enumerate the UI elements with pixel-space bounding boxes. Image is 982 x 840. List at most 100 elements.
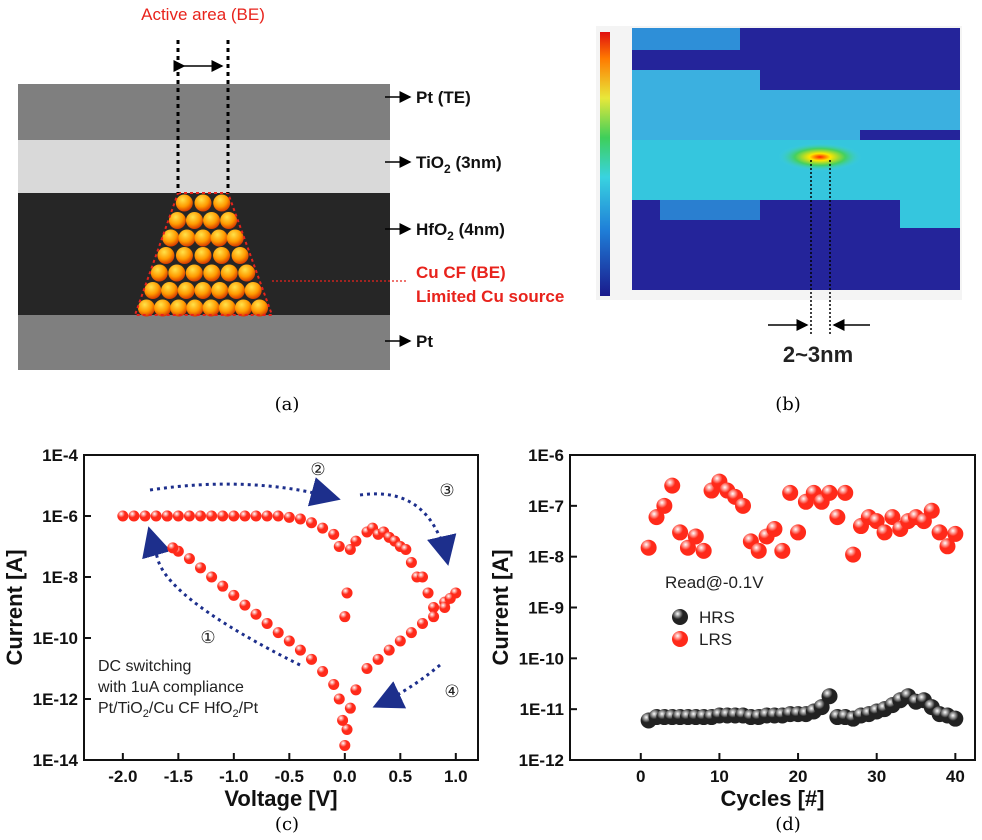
- data-point: [350, 684, 362, 696]
- data-point: [306, 653, 318, 665]
- data-point: [656, 497, 673, 514]
- data-point: [821, 484, 838, 501]
- data-point: [884, 509, 901, 526]
- text: Pt: [416, 332, 433, 351]
- active-area-label: Active area (BE): [141, 5, 265, 24]
- heatmap-band: [632, 28, 740, 50]
- text: (3nm): [451, 153, 502, 172]
- x-tick-label: 30: [867, 767, 886, 786]
- caption: (b): [775, 394, 801, 415]
- data-point: [845, 546, 862, 563]
- cu-atom: [194, 229, 212, 247]
- data-point: [195, 510, 207, 522]
- text: TiO: [416, 153, 444, 172]
- data-point: [695, 542, 712, 559]
- cu-atom: [213, 194, 231, 212]
- data-point: [372, 653, 384, 665]
- cu-atom: [186, 299, 204, 317]
- y-tick-label: 1E-12: [519, 751, 564, 770]
- y-tick-label: 1E-10: [519, 649, 564, 668]
- charts: 1E-14 1E-12 1E-10 1E-8 1E-6 1E-4 -2.0 -1.5 -1.0 -…: [2, 446, 976, 811]
- y-tick-label: 1E-12: [33, 690, 78, 709]
- hotspot: [778, 143, 862, 171]
- data-point: [876, 524, 893, 541]
- cu-atom: [203, 212, 221, 229]
- panel-b: 2~3nm: [596, 26, 962, 367]
- data-point: [317, 665, 329, 677]
- cu-atom: [213, 247, 231, 264]
- legend-marker: [672, 631, 688, 647]
- data-point: [183, 510, 195, 522]
- cu-atom: [175, 194, 193, 212]
- y-tick-label: 1E-6: [528, 446, 564, 465]
- data-point: [782, 484, 799, 501]
- cu-atom: [211, 282, 229, 299]
- cu-atom: [162, 229, 180, 247]
- cu-atom: [226, 229, 244, 247]
- cu-atom: [178, 229, 196, 247]
- filament-label: Limited Cu source: [416, 287, 564, 306]
- data-point: [350, 535, 362, 547]
- data-point: [161, 510, 173, 522]
- data-point: [679, 539, 696, 556]
- data-point: [317, 522, 329, 534]
- x-tick-label: 40: [946, 767, 965, 786]
- panel-a: Active area (BE) Pt (TE) TiO2 (3nm) HfO2…: [18, 5, 564, 370]
- cu-atom: [137, 299, 155, 317]
- data-point: [837, 484, 854, 501]
- colorbar: [600, 32, 610, 296]
- cu-atom: [220, 212, 238, 229]
- data-point: [341, 587, 353, 599]
- y-axis-title: Current [A]: [488, 549, 513, 665]
- data-point: [250, 510, 262, 522]
- cu-atom: [202, 299, 220, 317]
- data-point: [383, 644, 395, 656]
- cu-atom: [161, 282, 179, 299]
- data-point: [400, 543, 412, 555]
- data-point: [139, 510, 151, 522]
- data-point: [444, 592, 456, 604]
- x-tick-label: 1.0: [444, 767, 468, 786]
- y-axis-title: Current [A]: [2, 549, 27, 665]
- cu-atom: [177, 282, 195, 299]
- note-line: DC switching: [98, 658, 191, 675]
- y-tick-label: 1E-14: [33, 751, 79, 770]
- x-tick-label: 10: [710, 767, 729, 786]
- cu-atom: [168, 264, 186, 282]
- layer-tio2: [18, 140, 390, 193]
- sweep-arrow: [149, 477, 341, 507]
- cu-atom: [238, 264, 256, 282]
- cu-atom: [194, 282, 212, 299]
- x-axis-title: Cycles [#]: [721, 786, 825, 811]
- data-point: [735, 497, 752, 514]
- data-point: [339, 739, 351, 751]
- data-point: [939, 538, 956, 555]
- annotation: ①: [200, 628, 215, 648]
- heatmap-band: [632, 140, 960, 228]
- sweep-arrow: [359, 492, 457, 566]
- layer-pt: [18, 315, 390, 370]
- x-tick-label: 0.0: [333, 767, 357, 786]
- caption: (c): [275, 814, 299, 835]
- text: /Pt: [239, 700, 259, 717]
- layer-label: Pt: [416, 332, 433, 351]
- data-point: [333, 541, 345, 552]
- cu-atom: [154, 299, 172, 317]
- data-point: [217, 580, 229, 592]
- y-tick-label: 1E-9: [528, 599, 564, 618]
- x-tick-label: 0: [636, 767, 645, 786]
- data-point: [328, 528, 340, 540]
- sweep-arrows: [142, 477, 457, 709]
- y-tick-label: 1E-8: [528, 548, 564, 567]
- data-point: [217, 510, 229, 522]
- data-point: [394, 635, 406, 647]
- cu-atom: [144, 282, 162, 299]
- data-point: [228, 510, 240, 522]
- text: Pt (TE): [416, 88, 471, 107]
- data-point: [261, 510, 273, 522]
- annotation: ③: [439, 481, 454, 501]
- sweep-arrow: [372, 663, 441, 709]
- data-point: [422, 587, 434, 599]
- cu-atom: [231, 247, 249, 264]
